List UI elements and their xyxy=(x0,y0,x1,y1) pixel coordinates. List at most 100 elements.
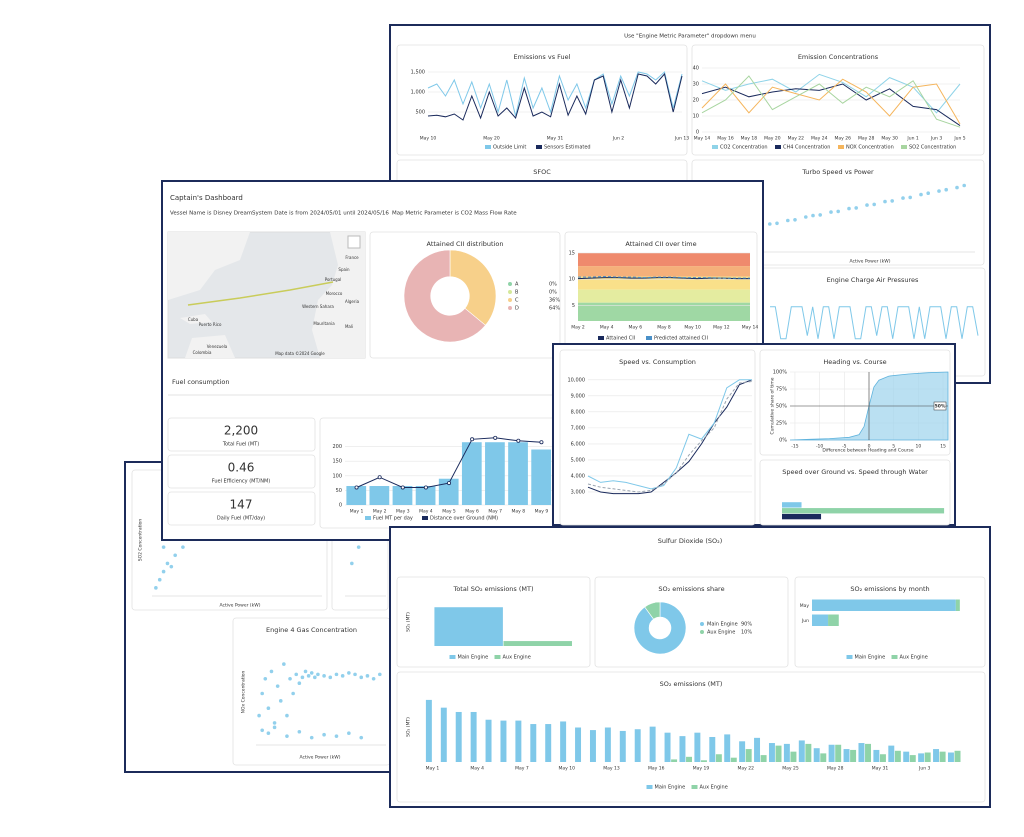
scatter-point xyxy=(181,545,185,549)
scatter-point xyxy=(356,545,361,549)
x-tick-label: May 22 xyxy=(737,766,754,772)
bar xyxy=(438,478,459,505)
scatter-point xyxy=(829,210,833,214)
x-tick-label: May 20 xyxy=(483,136,500,142)
bar xyxy=(828,744,835,762)
map-label: France xyxy=(345,255,359,260)
pie-slice xyxy=(644,601,661,620)
legend-label: 0% xyxy=(549,282,557,288)
bar xyxy=(828,614,839,626)
scatter-point xyxy=(161,569,166,574)
y-tick-label: 40 xyxy=(693,66,699,72)
kpi-label: Total Fuel (MT) xyxy=(222,442,259,448)
legend-swatch xyxy=(494,655,501,659)
line-dot xyxy=(470,437,475,442)
y-tick-label: 4,000 xyxy=(571,473,585,479)
scatter-point xyxy=(944,187,948,192)
bar xyxy=(709,736,716,762)
scatter-point xyxy=(288,676,292,681)
dashboard-title: Captain's Dashboard xyxy=(170,194,243,202)
map-fullscreen-button[interactable] xyxy=(347,235,361,249)
legend-label: Outside Limit xyxy=(493,145,526,151)
scatter-point xyxy=(962,183,966,188)
x-tick-label: 15 xyxy=(940,444,946,450)
bar xyxy=(589,730,596,762)
y-tick-label: 75% xyxy=(776,387,787,393)
bar xyxy=(873,749,880,762)
y-tick-label: 10,000 xyxy=(568,377,586,383)
legend-swatch xyxy=(365,516,371,520)
scatter-point xyxy=(334,734,339,738)
y-tick-label: 7,000 xyxy=(571,425,585,431)
x-tick-label: May 10 xyxy=(684,325,701,331)
dashboard-subtitle: Map Metric Parameter is CO2 Mass Flow Ra… xyxy=(392,211,517,217)
scatter-point xyxy=(908,195,912,200)
scatter-point xyxy=(316,672,320,677)
x-tick-label: -10 xyxy=(816,444,823,450)
y-tick-label: 5 xyxy=(572,303,575,309)
scatter-point xyxy=(793,218,797,222)
pie-slice xyxy=(403,249,486,343)
bar xyxy=(782,513,822,520)
bar xyxy=(575,727,582,762)
scatter-point xyxy=(297,681,302,685)
legend-label: Distance over Ground (NM) xyxy=(430,516,498,522)
scatter-point xyxy=(901,196,905,200)
scatter-point xyxy=(865,203,869,207)
x-tick-label: May 8 xyxy=(657,325,671,331)
x-tick-label: 5 xyxy=(892,444,895,450)
scatter-point xyxy=(919,192,923,197)
scatter-point xyxy=(275,684,280,688)
bar xyxy=(694,732,701,762)
legend-swatch xyxy=(700,630,704,634)
map-label: Venezuela xyxy=(207,344,228,349)
x-axis-label: Active Power (kW) xyxy=(850,259,891,265)
legend-label: C xyxy=(515,298,519,304)
legend-label: B xyxy=(515,290,519,296)
chart-title: Emissions vs Fuel xyxy=(514,53,571,61)
x-tick-label: May 24 xyxy=(811,136,828,142)
x-tick-label: May 31 xyxy=(547,136,564,142)
y-tick-label: 25% xyxy=(776,421,787,427)
map-label: Puerto Rico xyxy=(199,322,222,327)
bar xyxy=(918,753,925,762)
line-dot xyxy=(516,438,521,443)
map-label: Western Sahara xyxy=(302,304,334,309)
scatter-point xyxy=(347,671,351,675)
scatter-point xyxy=(309,735,314,740)
x-tick-label: May 10 xyxy=(558,766,575,772)
x-tick-label: Jun 13 xyxy=(674,136,689,142)
x-tick-label: May 5 xyxy=(442,509,456,515)
x-axis-label: Active Power (kW) xyxy=(300,755,341,761)
bar xyxy=(531,449,552,505)
line-series xyxy=(587,379,752,490)
x-tick-label: May 19 xyxy=(693,766,710,772)
y-tick-label: 30 xyxy=(693,82,699,88)
x-tick-label: May 9 xyxy=(535,509,549,515)
scatter-point xyxy=(291,691,295,696)
bar xyxy=(515,720,522,762)
y-tick-label: 100 xyxy=(332,473,342,479)
y-tick-label: 1,000 xyxy=(411,90,425,96)
scatter-point xyxy=(937,189,941,193)
vessel-track xyxy=(187,281,334,306)
bar xyxy=(924,752,931,762)
bar xyxy=(415,486,436,505)
y-tick-label: May xyxy=(800,603,810,609)
scatter-point xyxy=(154,586,158,590)
scatter-point xyxy=(322,674,326,678)
bar xyxy=(461,442,482,505)
bar xyxy=(888,745,895,762)
bar xyxy=(933,749,940,762)
legend-swatch xyxy=(485,145,491,149)
x-tick-label: Jun 1 xyxy=(906,136,918,142)
scatter-point xyxy=(334,672,339,677)
x-tick-label: -15 xyxy=(791,444,798,450)
legend-label: CH4 Concentration xyxy=(783,145,830,151)
legend-swatch xyxy=(598,336,604,340)
x-tick-label: May 22 xyxy=(788,136,805,142)
bar xyxy=(560,721,567,762)
card xyxy=(167,454,316,489)
scatter-point xyxy=(161,545,166,549)
line-dot xyxy=(493,435,498,440)
